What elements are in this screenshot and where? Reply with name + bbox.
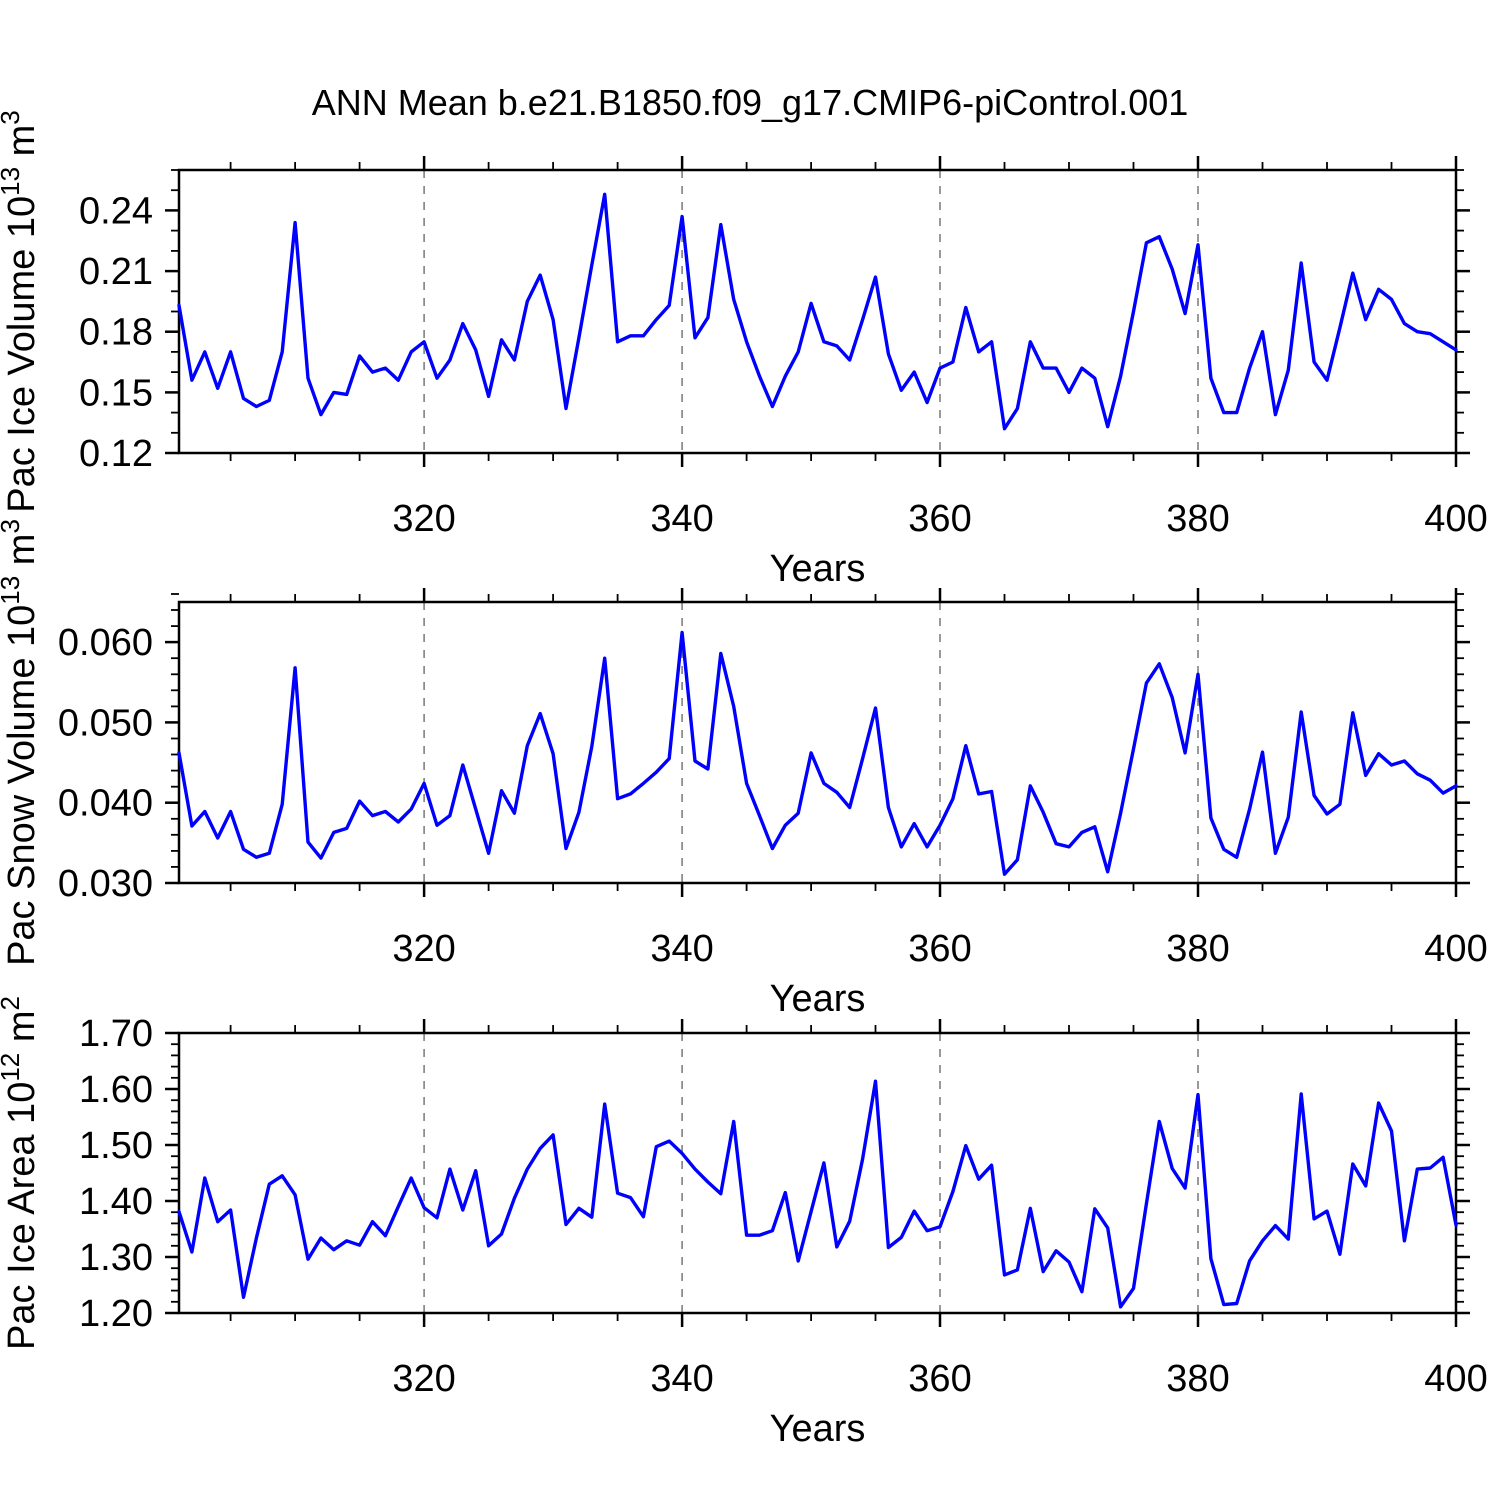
y-tick-label: 0.15 (79, 372, 153, 414)
y-tick-label: 0.12 (79, 433, 153, 475)
plot-frame (177, 600, 1458, 885)
plot-frame (177, 168, 1458, 455)
y-axis-title: Pac Snow Volume 1013 m3 (0, 519, 43, 966)
data-line-pac-ice-volume (177, 192, 1458, 431)
y-tick-label: 0.24 (79, 190, 153, 232)
y-tick-label: 0.040 (58, 783, 153, 825)
x-tick-label: 320 (392, 498, 455, 540)
x-tick-label: 340 (650, 498, 713, 540)
y-tick-label: 1.30 (79, 1237, 153, 1279)
x-axis-title: Years (770, 978, 866, 1020)
x-tick-label: 340 (650, 928, 713, 970)
x-tick-label: 320 (392, 1358, 455, 1400)
figure-title: ANN Mean b.e21.B1850.f09_g17.CMIP6-piCon… (311, 82, 1189, 123)
x-axis-title: Years (770, 1408, 866, 1450)
x-tick-label: 340 (650, 1358, 713, 1400)
y-tick-label: 1.20 (79, 1293, 153, 1335)
x-tick-label: 380 (1166, 928, 1229, 970)
y-tick-label: 1.50 (79, 1125, 153, 1167)
data-line-pac-snow-volume (177, 630, 1458, 876)
chart-pac-ice-area: 320 340 360 380 400 Years 1.20 1.30 1.40 1.50 1.60… (0, 996, 1488, 1450)
y-axis-title: Pac Ice Volume 1013 m3 (0, 110, 43, 512)
x-tick-label: 360 (908, 928, 971, 970)
x-tick-label: 360 (908, 498, 971, 540)
y-tick-label: 0.030 (58, 863, 153, 905)
x-tick-label: 400 (1424, 1358, 1487, 1400)
x-axis-title: Years (770, 548, 866, 590)
y-axis-title: Pac Ice Area 1012 m2 (0, 996, 43, 1350)
y-tick-label: 1.40 (79, 1181, 153, 1223)
y-tick-label: 1.70 (79, 1013, 153, 1055)
y-tick-label: 0.060 (58, 622, 153, 664)
x-tick-label: 380 (1166, 1358, 1229, 1400)
data-line-pac-ice-area (177, 1079, 1458, 1309)
x-tick-label: 360 (908, 1358, 971, 1400)
plot-frame (177, 1031, 1458, 1315)
y-tick-label: 0.050 (58, 702, 153, 744)
y-tick-label: 1.60 (79, 1069, 153, 1111)
chart-pac-snow-volume: 320 340 360 380 400 Years 0.030 0.040 0.050 0.060… (0, 519, 1488, 1020)
x-tick-label: 400 (1424, 498, 1487, 540)
x-tick-label: 400 (1424, 928, 1487, 970)
y-tick-label: 0.21 (79, 251, 153, 293)
y-tick-label: 0.18 (79, 312, 153, 354)
chart-pac-ice-volume: 320 340 360 380 400 Years 0.12 0.15 0.18 0.21 0.24… (0, 110, 1488, 590)
x-tick-label: 380 (1166, 498, 1229, 540)
x-tick-label: 320 (392, 928, 455, 970)
